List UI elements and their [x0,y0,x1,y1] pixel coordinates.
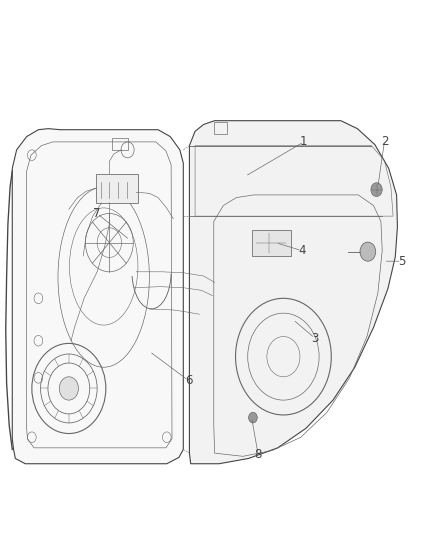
Text: 1: 1 [300,135,307,148]
Circle shape [59,377,78,400]
Text: 2: 2 [381,135,388,148]
Text: 4: 4 [298,244,305,257]
Text: 5: 5 [398,255,406,268]
Text: 7: 7 [93,207,101,220]
Text: 6: 6 [185,374,192,387]
FancyBboxPatch shape [96,174,138,203]
Circle shape [360,242,376,261]
Polygon shape [12,128,184,464]
FancyBboxPatch shape [252,230,291,256]
Polygon shape [189,120,397,464]
Text: 3: 3 [311,332,318,344]
Circle shape [371,183,382,197]
Circle shape [249,413,257,423]
Text: 8: 8 [254,448,262,461]
